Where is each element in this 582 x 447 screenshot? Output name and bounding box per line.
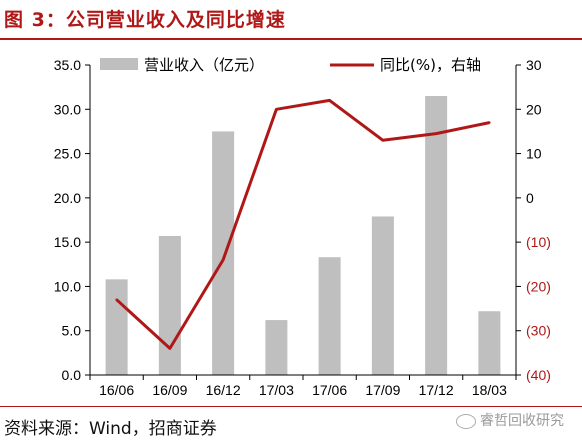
bar-17-06 [318,257,341,375]
chart: 0.0 5.0 10.0 15.0 20.0 25.0 30.0 35.0 (40) (30) (2… [54,56,551,398]
watermark-text: 睿哲回收研究 [480,413,564,429]
right-tick-label: (10) [526,234,551,250]
right-tick-label: 0 [526,190,534,206]
chart-title: 图 3：公司营业收入及同比增速 [4,9,286,31]
x-tick-label: 17/12 [419,382,454,398]
left-tick-label: 25.0 [54,146,81,162]
bar-16-06 [105,279,128,375]
yoy-point-16-09 [168,347,172,350]
bar-17-09 [371,216,394,375]
left-tick-label: 20.0 [54,190,81,206]
yoy-point-17-09 [381,139,385,142]
yoy-point-18-03 [488,121,491,124]
bar-16-12 [212,131,235,375]
title-bar: 图 3：公司营业收入及同比增速 [0,0,582,38]
right-tick-label: (30) [526,323,551,339]
bar-17-12 [425,96,448,375]
x-tick-label: 17/06 [312,382,347,398]
x-tick-label: 16/12 [206,382,241,398]
bar-16-09 [158,235,181,375]
left-tick-label: 35.0 [54,57,81,73]
bar-18-03 [478,311,501,375]
right-tick-label: 30 [526,57,542,73]
x-tick-label: 16/09 [152,382,187,398]
x-tick-label: 17/09 [365,382,400,398]
left-tick-label: 10.0 [54,278,81,294]
source-note: 资料来源：Wind，招商证券 [4,419,217,439]
legend-label-growth: 同比(%)，右轴 [380,56,481,74]
legend-swatch-revenue [100,58,138,70]
title-rule [0,38,582,40]
right-tick-label: 20 [526,101,542,117]
watermark: 睿哲回收研究 [456,410,564,430]
yoy-point-16-06 [115,298,118,301]
bar-17-03 [265,320,288,375]
right-tick-label: (20) [526,278,551,294]
left-tick-label: 30.0 [54,101,81,117]
x-tick-label: 17/03 [259,382,294,398]
yoy-point-16-12 [221,258,225,262]
yoy-point-17-12 [434,132,438,135]
source-rule [0,406,582,407]
x-tick-label: 18/03 [472,382,507,398]
left-tick-label: 0.0 [62,367,82,383]
yoy-growth-line [115,98,490,350]
x-tick-label: 16/06 [99,382,134,398]
yoy-point-17-03 [275,108,278,111]
right-tick-label: (40) [526,367,551,383]
left-tick-label: 5.0 [62,323,82,339]
right-tick-label: 10 [526,146,542,162]
left-tick-label: 15.0 [54,234,81,250]
yoy-point-17-06 [328,99,331,102]
legend-label-revenue: 营业收入（亿元） [144,56,264,74]
wechat-icon [456,413,476,429]
